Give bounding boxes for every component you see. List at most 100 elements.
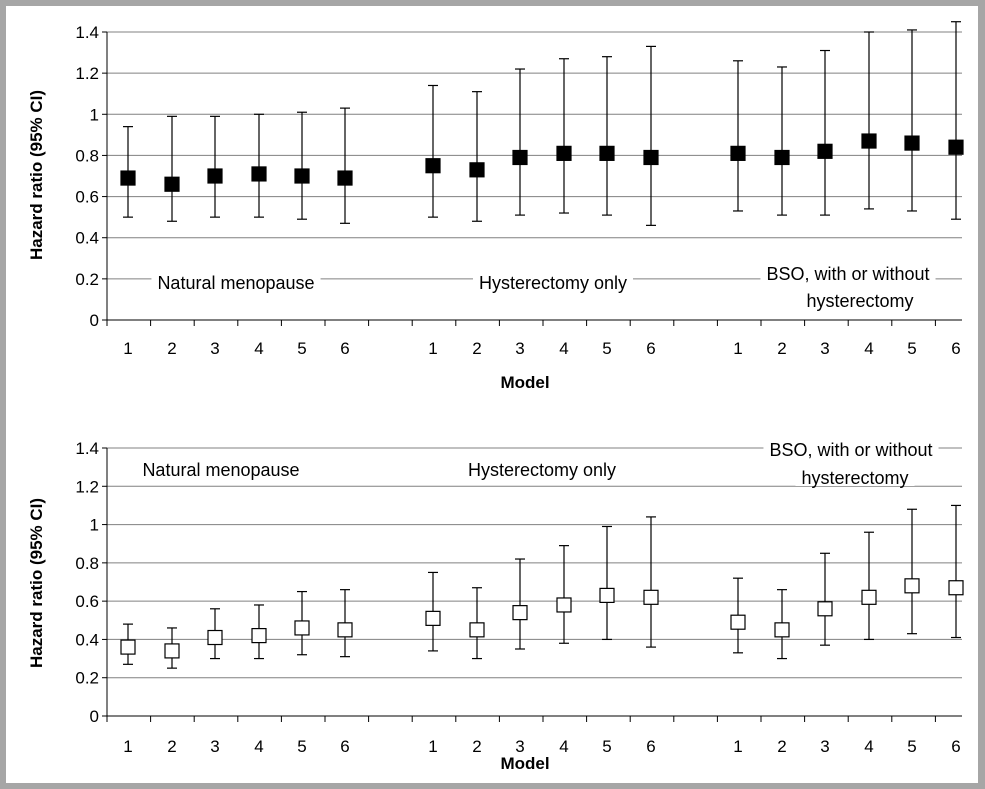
y-tick-label: 1.4 (75, 23, 99, 42)
data-point (948, 139, 964, 155)
data-point (337, 622, 353, 638)
x-tick-label: 1 (428, 339, 437, 358)
data-point (251, 627, 267, 644)
y-tick-label: 0.2 (75, 270, 99, 289)
chart-panel-2: 0 0.2 0.4 0.6 0.8 1 1.2 1.4 Hazard ratio (95% CI… (27, 439, 964, 773)
data-point (599, 587, 615, 604)
y-tick-label: 0.8 (75, 146, 99, 165)
x-tick-label: 6 (951, 339, 960, 358)
x-tick-label: 5 (907, 339, 916, 358)
group-label-line: hysterectomy (801, 468, 908, 488)
group-label: Hysterectomy only (468, 460, 616, 480)
data-point (294, 620, 310, 636)
y-tick-label: 0.6 (75, 188, 99, 207)
group-3: BSO, with or without hysterectomy 1 2 3 4 5 6 (730, 440, 964, 756)
data-point (861, 133, 877, 149)
x-tick-label: 2 (167, 737, 176, 756)
data-point (294, 168, 310, 184)
data-point (643, 149, 659, 166)
data-point (643, 589, 659, 605)
data-point (425, 158, 441, 174)
data-point (207, 168, 223, 184)
x-tick-label: 1 (123, 339, 132, 358)
group-label: Natural menopause (157, 273, 314, 293)
y-tick-label: 1.4 (75, 439, 99, 458)
data-point (512, 149, 528, 166)
x-tick-label: 4 (254, 737, 263, 756)
x-tick-label: 5 (297, 737, 306, 756)
group-label-line: hysterectomy (806, 291, 913, 311)
chart-panel-1: 0 0.2 0.4 0.6 0.8 1 1.2 1.4 Hazard ratio (95% CI… (27, 21, 964, 392)
data-point (774, 149, 790, 166)
y-tick-label: 0.4 (75, 630, 99, 649)
y-tick-label: 1 (90, 516, 99, 535)
y-tick-label: 0 (90, 707, 99, 726)
data-point (774, 622, 790, 638)
data-point (164, 176, 180, 192)
y-axis-title: Hazard ratio (95% CI) (27, 498, 46, 668)
y-tick-label: 0 (90, 311, 99, 330)
x-tick-label: 2 (167, 339, 176, 358)
group-3: BSO, with or without hysterectomy 1 2 3 4 5 6 (730, 21, 964, 358)
group-1: Natural menopause 1 2 3 4 5 6 (120, 107, 353, 358)
y-tick-label: 0.4 (75, 229, 99, 248)
x-tick-label: 5 (602, 737, 611, 756)
x-tick-label: 4 (864, 339, 873, 358)
x-tick-label: 3 (210, 339, 219, 358)
data-point (817, 601, 833, 617)
data-point (730, 145, 746, 161)
group-label: Natural menopause (142, 460, 299, 480)
x-tick-label: 6 (340, 737, 349, 756)
data-point (556, 597, 572, 613)
data-point (120, 639, 136, 655)
x-axis-title: Model (500, 754, 549, 773)
data-point (469, 622, 485, 638)
x-tick-label: 3 (515, 737, 524, 756)
data-point (904, 578, 920, 594)
x-tick-label: 4 (559, 737, 568, 756)
x-tick-label: 6 (646, 339, 655, 358)
label-background (151, 275, 321, 291)
x-tick-label: 2 (777, 339, 786, 358)
y-tick-label: 0.8 (75, 554, 99, 573)
y-tick-label: 1 (90, 105, 99, 124)
label-background (800, 293, 920, 309)
data-point (469, 162, 485, 178)
label-background (472, 275, 634, 291)
y-tick-label: 0.6 (75, 592, 99, 611)
x-tick-label: 6 (340, 339, 349, 358)
x-tick-label: 1 (733, 737, 742, 756)
data-point (904, 135, 920, 151)
x-tick-label: 5 (297, 339, 306, 358)
x-tick-label: 4 (864, 737, 873, 756)
data-point (948, 580, 964, 596)
x-tick-label: 3 (820, 737, 829, 756)
data-point (207, 629, 223, 646)
data-point (337, 170, 353, 186)
x-tick-label: 5 (907, 737, 916, 756)
data-point (251, 166, 267, 182)
x-tick-label: 4 (254, 339, 263, 358)
group-label: Hysterectomy only (479, 273, 627, 293)
data-point (556, 145, 572, 161)
y-tick-label: 0.2 (75, 669, 99, 688)
data-point (425, 610, 441, 626)
label-background (760, 266, 936, 282)
x-tick-label: 3 (210, 737, 219, 756)
label-background (763, 442, 939, 458)
x-tick-label: 3 (515, 339, 524, 358)
group-label-line: BSO, with or without (766, 264, 929, 284)
label-background (461, 462, 623, 478)
x-tick-label: 1 (123, 737, 132, 756)
x-tick-label: 1 (428, 737, 437, 756)
data-point (120, 170, 136, 186)
data-point (730, 614, 746, 630)
data-point (164, 643, 180, 659)
y-tick-label: 1.2 (75, 64, 99, 83)
label-background (136, 462, 306, 478)
x-tick-label: 2 (472, 737, 481, 756)
x-axis-title: Model (500, 373, 549, 392)
group-2: Hysterectomy only 1 2 3 4 5 6 (425, 460, 659, 756)
